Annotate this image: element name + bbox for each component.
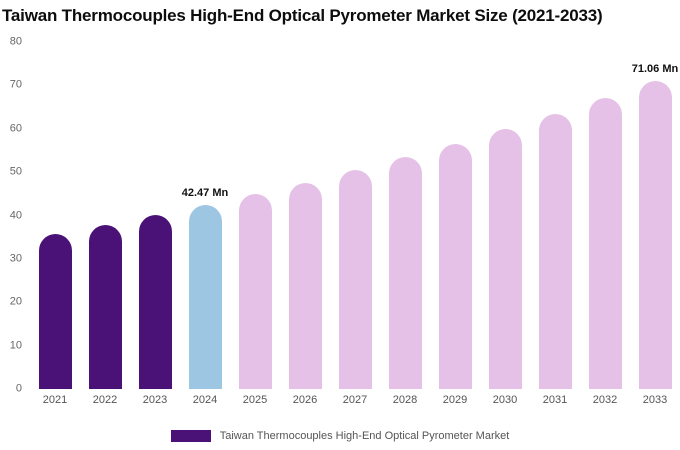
bar-2022 — [88, 224, 122, 389]
bar-2023 — [138, 215, 172, 389]
x-tick-label-2033: 2033 — [642, 394, 668, 406]
bar-2027 — [338, 170, 372, 389]
bar-2033 — [638, 80, 672, 389]
bar-2025 — [238, 193, 272, 389]
bar-2021 — [38, 233, 72, 389]
bar-column-2026 — [280, 42, 330, 389]
bar-value-label-2033: 71.06 Mn — [631, 62, 679, 75]
x-tick-label-2023: 2023 — [142, 394, 168, 406]
bar-column-2025 — [230, 42, 280, 389]
legend-swatch — [170, 430, 211, 442]
bar-2032 — [588, 97, 622, 389]
bar-column-2022 — [80, 42, 130, 389]
y-tick-label: 10 — [9, 339, 22, 352]
bar-column-2029 — [430, 42, 480, 389]
bar-2029 — [438, 143, 472, 389]
bar-column-2031 — [530, 42, 580, 389]
bar-column-2030 — [480, 42, 530, 389]
bar-value-label-2024: 42.47 Mn — [181, 186, 229, 199]
bar-2031 — [538, 114, 572, 389]
bar-2028 — [388, 157, 422, 389]
x-tick-label-2024: 2024 — [192, 394, 218, 406]
x-tick-label-2022: 2022 — [92, 394, 118, 406]
bar-column-2033: 71.06 Mn — [630, 42, 680, 389]
x-tick-label-2031: 2031 — [542, 394, 568, 406]
x-tick-label-2021: 2021 — [42, 394, 68, 406]
x-axis: 2021 2022 2023 2024 2025 2026 2027 2028 2029 2030… — [30, 394, 680, 406]
y-tick-label: 0 — [15, 382, 22, 395]
x-tick-label-2029: 2029 — [442, 394, 468, 406]
bar-2030 — [488, 129, 522, 389]
bar-column-2032 — [580, 42, 630, 389]
y-tick-label: 80 — [9, 35, 22, 48]
chart-title: Taiwan Thermocouples High-End Optical Py… — [2, 6, 603, 25]
x-tick-label-2030: 2030 — [492, 394, 518, 406]
y-tick-label: 70 — [9, 78, 22, 91]
plot-area: 0 10 20 30 40 50 60 70 80 42.47 Mn 71.06 Mn 2021 2… — [0, 36, 680, 406]
y-tick-label: 50 — [9, 165, 22, 178]
x-tick-label-2027: 2027 — [342, 394, 368, 406]
y-axis: 0 10 20 30 40 50 60 70 80 — [0, 36, 24, 394]
legend: Taiwan Thermocouples High-End Optical Py… — [0, 430, 680, 442]
bar-column-2027 — [330, 42, 380, 389]
y-tick-label: 20 — [9, 295, 22, 308]
x-tick-label-2025: 2025 — [242, 394, 268, 406]
bars-container: 42.47 Mn 71.06 Mn — [30, 42, 680, 389]
y-tick-label: 30 — [9, 252, 22, 265]
bar-column-2028 — [380, 42, 430, 389]
bar-2024 — [188, 204, 222, 389]
y-tick-label: 60 — [9, 122, 22, 135]
bar-2026 — [288, 182, 322, 389]
bar-column-2021 — [30, 42, 80, 389]
legend-label: Taiwan Thermocouples High-End Optical Py… — [219, 430, 510, 442]
bar-column-2024: 42.47 Mn — [180, 42, 230, 389]
y-tick-label: 40 — [9, 209, 22, 221]
x-tick-label-2026: 2026 — [292, 394, 318, 406]
x-tick-label-2028: 2028 — [392, 394, 418, 406]
bar-column-2023 — [130, 42, 180, 389]
x-tick-label-2032: 2032 — [592, 394, 618, 406]
